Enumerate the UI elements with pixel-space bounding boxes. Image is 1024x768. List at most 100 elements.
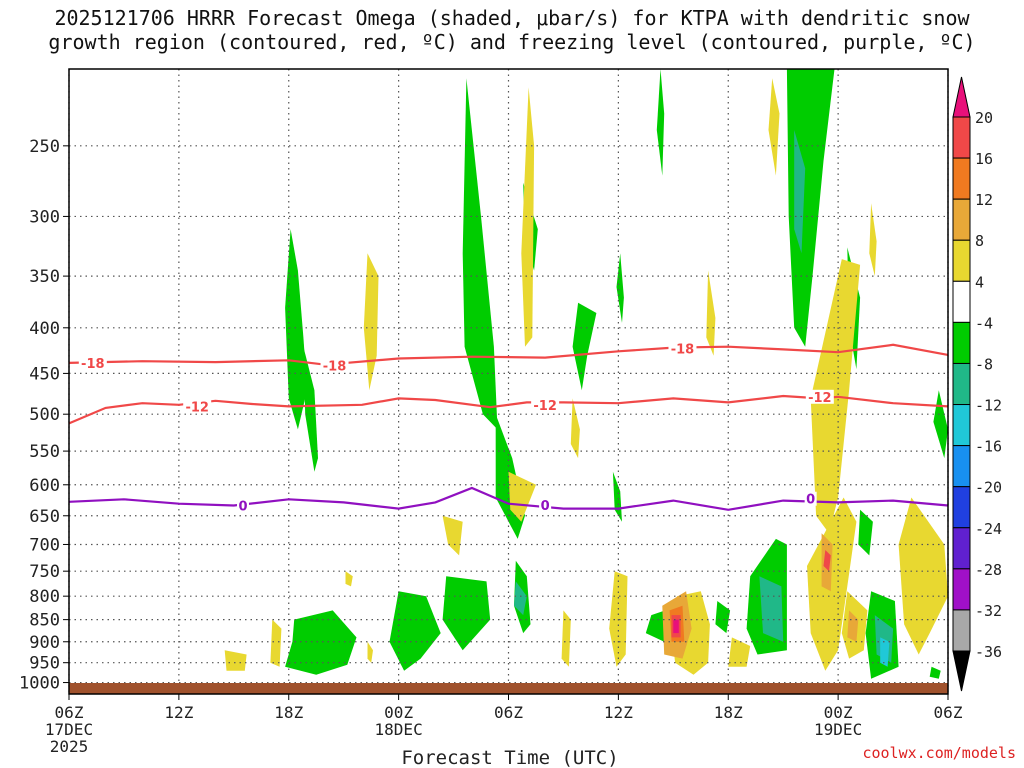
- omega-region-5: [572, 302, 597, 391]
- omega-region-30: [706, 270, 716, 356]
- omega-region-36: [807, 497, 857, 671]
- omega-region-8: [786, 69, 835, 347]
- x-tick-label-24-0: 06Z: [494, 703, 523, 722]
- omega-region-29: [570, 398, 580, 459]
- x-tick-label-18-1: 18DEC: [375, 720, 423, 739]
- colorbar-label-6: -8: [975, 355, 993, 373]
- x-tick-label-42-1: 19DEC: [814, 720, 862, 739]
- contour-label-bg-1-1: [531, 397, 560, 412]
- x-tick-label-36-0: 18Z: [714, 703, 743, 722]
- x-tick-label-18-0: 00Z: [384, 703, 413, 722]
- contour-label-bg-1-2: [805, 389, 834, 404]
- colorbar-swatch-3: [952, 198, 971, 241]
- omega-region-7: [656, 69, 665, 176]
- omega-region-24: [794, 130, 806, 254]
- ground: [69, 683, 948, 694]
- title-line-1: 2025121706 HRRR Forecast Omega (shaded, …: [54, 6, 970, 30]
- chart-title: 2025121706 HRRR Forecast Omega (shaded, …: [0, 6, 1024, 54]
- omega-region-26: [880, 637, 890, 667]
- credit-text: coolwx.com/models: [862, 744, 1016, 762]
- y-tick-label-250: 250: [29, 137, 60, 157]
- omega-region-31: [768, 78, 780, 176]
- omega-region-14: [285, 610, 357, 675]
- colorbar-label-12: -32: [975, 602, 1002, 620]
- colorbar-swatch-4: [952, 239, 971, 282]
- y-tick-label-600: 600: [29, 476, 60, 496]
- colorbar-swatch-5: [952, 280, 971, 323]
- x-axis-label: Forecast Time (UTC): [401, 747, 618, 768]
- contour-label-bg-2-2: [804, 491, 817, 506]
- y-tick-label-300: 300: [29, 207, 60, 227]
- contour-label-bg-2-0: [236, 498, 249, 513]
- x-tick-label-0-0: 06Z: [55, 703, 84, 722]
- contour-label-bg-2-1: [539, 497, 552, 512]
- contour-label-bg-0-1: [320, 358, 349, 373]
- colorbar-label-5: -4: [975, 314, 993, 332]
- colorbar-swatch-1: [952, 116, 971, 159]
- colorbar-swatch-9: [952, 445, 971, 488]
- omega-region-10: [933, 390, 948, 459]
- contour-label-bg-1-0: [183, 399, 212, 414]
- omega-region-6: [616, 253, 624, 323]
- contour-label--18-2: -18: [671, 343, 695, 358]
- colorbar-bottom-arrow: [952, 650, 971, 692]
- colorbar-swatch-6: [952, 321, 971, 364]
- y-tick-label-450: 450: [29, 364, 60, 384]
- omega-region-12: [389, 591, 441, 671]
- grid: [68, 69, 949, 694]
- colorbar-swatch-10: [952, 486, 971, 529]
- colorbar-label-0: 20: [975, 109, 993, 127]
- omega-region-2: [462, 78, 498, 430]
- omega-region-22: [514, 581, 527, 616]
- contour-label--12-2: -12: [808, 391, 832, 406]
- contour-label-0-1: 0: [541, 499, 550, 514]
- contour-label--12-1: -12: [533, 399, 557, 414]
- omega-region-27: [521, 87, 535, 347]
- colorbar-label-11: -28: [975, 561, 1002, 579]
- colorbar-top-arrow: [952, 76, 971, 118]
- contour--18: [68, 343, 949, 366]
- omega-region-23: [759, 576, 784, 642]
- contour-label-0-0: 0: [238, 500, 247, 515]
- y-tick-label-900: 900: [29, 633, 60, 653]
- colorbar-swatch-2: [952, 157, 971, 200]
- y-tick-label-950: 950: [29, 654, 60, 674]
- omega-region-52: [673, 619, 679, 634]
- x-tick-label-6-0: 12Z: [164, 703, 193, 722]
- y-tick-label-650: 650: [29, 507, 60, 527]
- omega-region-43: [270, 619, 282, 667]
- y-tick-label-550: 550: [29, 442, 60, 462]
- colorbar-label-2: 12: [975, 191, 993, 209]
- omega-region-34: [442, 515, 463, 556]
- colorbar-label-3: 8: [975, 232, 984, 250]
- omega-region-45: [367, 641, 373, 663]
- x-tick-label-0-2: 2025: [50, 737, 89, 756]
- colorbar-swatch-11: [952, 527, 971, 570]
- title-line-2: growth region (contoured, red, ºC) and f…: [48, 30, 976, 54]
- contour-label-bg-0-2: [668, 341, 697, 356]
- omega-region-17: [715, 601, 731, 634]
- omega-region-53: [823, 550, 831, 572]
- omega-region-32: [869, 203, 877, 277]
- colorbar-swatch-8: [952, 404, 971, 447]
- colorbar-label-4: 4: [975, 273, 984, 291]
- y-tick-label-750: 750: [29, 562, 60, 582]
- omega-region-46: [561, 610, 571, 667]
- omega-region-44: [345, 571, 353, 587]
- omega-region-21: [929, 666, 941, 679]
- contour-0: [68, 486, 949, 511]
- omega-region-1: [303, 346, 318, 472]
- x-tick-label-30-0: 12Z: [604, 703, 633, 722]
- contour-label--12-0: -12: [185, 400, 209, 415]
- x-tick-label-42-0: 00Z: [824, 703, 853, 722]
- colorbar-label-7: -12: [975, 397, 1002, 415]
- colorbar-swatch-13: [952, 609, 971, 652]
- x-tick-label-48-0: 06Z: [934, 703, 963, 722]
- colorbar-swatch-12: [952, 568, 971, 611]
- colorbar-label-10: -24: [975, 520, 1002, 538]
- y-tick-label-400: 400: [29, 319, 60, 339]
- y-tick-label-700: 700: [29, 535, 60, 555]
- x-tick-label-12-0: 18Z: [274, 703, 303, 722]
- omega-region-13: [442, 576, 491, 651]
